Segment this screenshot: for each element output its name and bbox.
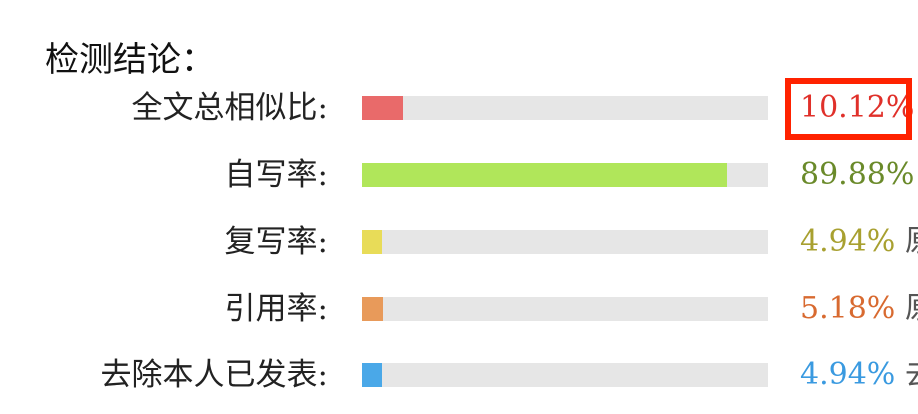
highlight-box [785,78,912,140]
result-row: 自写率: 89.88% [0,155,918,195]
row-label: 引用率: [224,291,328,327]
progress-track [362,230,768,254]
row-extra: 原 [905,289,918,329]
row-value: 4.94% [800,357,896,392]
row-label: 全文总相似比: [131,90,328,126]
result-row: 去除本人已发表: 4.94% 去 [0,355,918,395]
row-value: 10.12% [800,90,915,125]
progress-fill [362,363,383,387]
progress-fill [362,297,384,321]
progress-track [362,363,768,387]
result-row: 引用率: 5.18% 原 [0,289,918,329]
row-label: 自写率: [224,157,328,193]
progress-track [362,96,768,120]
result-row: 复写率: 4.94% 原 [0,222,918,262]
row-value: 5.18% [800,291,896,326]
row-extra: 原 [905,222,918,262]
progress-fill [362,163,727,187]
progress-track [362,297,768,321]
row-extra: 去 [905,355,918,395]
progress-track [362,163,768,187]
section-title: 检测结论： [45,40,215,80]
row-label: 去除本人已发表: [100,357,328,393]
progress-fill [362,96,404,120]
progress-fill [362,230,383,254]
row-value: 4.94% [800,224,896,259]
row-value: 89.88% [800,157,915,192]
row-label: 复写率: [224,224,328,260]
result-row: 全文总相似比: 10.12% [0,88,918,128]
